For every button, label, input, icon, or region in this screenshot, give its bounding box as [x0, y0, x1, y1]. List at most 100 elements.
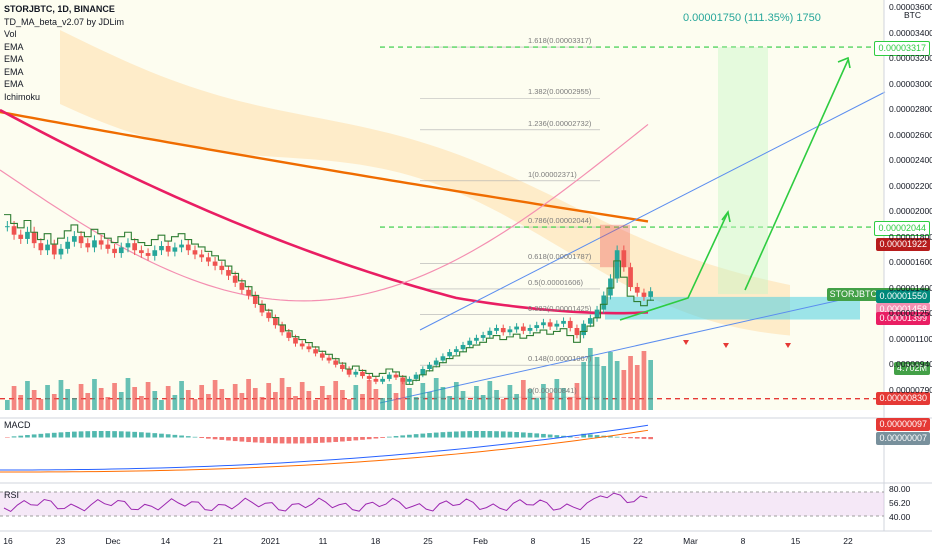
- support-zone: [605, 296, 860, 320]
- measure-label: 0.00001750 (111.35%) 1750: [683, 12, 821, 24]
- macd-histogram-bar: [239, 437, 245, 442]
- time-axis-label: 11: [318, 536, 328, 546]
- volume-bar: [72, 398, 77, 410]
- volume-bar: [601, 366, 607, 410]
- candle-body: [172, 247, 178, 252]
- price-axis-label: 0.00002600: [889, 129, 932, 140]
- price-axis-label: 0.00000940: [889, 359, 932, 369]
- legend-indicator[interactable]: Vol: [4, 29, 17, 39]
- rsi-band: [0, 492, 884, 516]
- macd-histogram-bar: [400, 435, 406, 438]
- candle-body: [500, 328, 506, 333]
- volume-bar: [346, 399, 352, 410]
- legend-indicator[interactable]: EMA: [4, 79, 24, 89]
- macd-histogram-bar: [527, 432, 533, 438]
- candle-body: [259, 303, 265, 313]
- legend-indicator[interactable]: EMA: [4, 54, 24, 64]
- volume-bar: [65, 389, 71, 410]
- volume-bar: [31, 390, 37, 410]
- volume-bar: [206, 394, 211, 410]
- macd-histogram-bar: [72, 431, 77, 438]
- macd-histogram-bar: [520, 432, 526, 438]
- candle-body: [527, 328, 533, 331]
- price-axis-label: 0.00001100: [889, 333, 932, 344]
- price-axis-label: 0.00000790: [889, 384, 932, 395]
- candle-body: [366, 376, 372, 379]
- candle-body: [199, 254, 205, 258]
- candle-body: [132, 243, 138, 251]
- volume-bar: [226, 398, 231, 410]
- candle-body: [326, 357, 332, 361]
- macd-histogram-bar: [246, 437, 251, 443]
- volume-bar: [98, 388, 104, 410]
- candle-body: [601, 295, 607, 310]
- volume-bar: [252, 388, 258, 410]
- macd-histogram-bar: [641, 437, 647, 439]
- candle-body: [420, 369, 426, 375]
- rsi-axis-label: 40.00: [889, 512, 911, 522]
- volume-bar: [18, 395, 24, 410]
- legend-indicator[interactable]: TD_MA_beta_v2.07 by JDLim: [4, 16, 125, 27]
- volume-bar: [413, 397, 419, 410]
- candle-body: [440, 356, 446, 361]
- candle-body: [614, 250, 620, 279]
- candle-body: [507, 329, 513, 333]
- fib-level-label: 1.382(0.00002955): [528, 87, 592, 97]
- td-step-line: [4, 214, 654, 385]
- candle-body: [51, 244, 57, 255]
- legend-indicator[interactable]: EMA: [4, 41, 24, 52]
- macd-histogram-bar: [386, 436, 392, 438]
- candle-body: [98, 240, 104, 245]
- candle-body: [38, 243, 44, 251]
- macd-histogram-bar: [326, 437, 332, 443]
- price-axis-label: 0.00001600: [889, 257, 932, 267]
- macd-histogram-bar: [279, 437, 285, 444]
- candle-body: [192, 250, 198, 255]
- arrow-head: [721, 210, 731, 223]
- macd-signal-line: [0, 429, 649, 473]
- price-axis-label: 0.00001400: [889, 282, 932, 293]
- rsi-line: [3, 492, 648, 513]
- price-axis-label: 0.00003000: [889, 78, 932, 89]
- volume-bar: [541, 384, 546, 410]
- volume-bar: [85, 393, 91, 410]
- candle-body: [313, 349, 318, 354]
- candle-body: [5, 226, 10, 228]
- price-tag: 0.00001550: [876, 290, 930, 304]
- trend-channel-lower: [379, 289, 886, 404]
- time-axis-label: 23: [55, 536, 66, 546]
- time-axis-label: 21: [213, 536, 223, 546]
- fib-level-label: 1.236(0.00002732): [528, 118, 592, 128]
- macd-histogram-bar: [427, 433, 432, 438]
- legend-indicator[interactable]: EMA: [4, 66, 24, 77]
- ema-100-line: [0, 108, 649, 315]
- candle-body: [634, 287, 640, 293]
- macd-histogram-bar: [185, 436, 191, 438]
- macd-histogram-bar: [594, 435, 600, 438]
- legend-indicator[interactable]: Ichimoku: [4, 91, 41, 102]
- price-tag: 4.702M: [893, 361, 930, 375]
- legend-symbol[interactable]: STORJBTC, 1D, BINANCE: [4, 4, 115, 14]
- macd-histogram-bar: [105, 431, 111, 438]
- macd-histogram-bar: [440, 432, 446, 438]
- candle-body: [594, 309, 600, 319]
- fib-level-label: 1.618(0.00003317): [528, 36, 592, 46]
- macd-histogram-bar: [18, 435, 24, 438]
- macd-histogram-bar: [319, 437, 325, 443]
- time-axis-label: 8: [740, 536, 746, 546]
- trend-channel-upper: [419, 91, 886, 331]
- volume-bar: [78, 384, 84, 410]
- volume-bar: [353, 385, 359, 410]
- candle-body: [480, 335, 486, 338]
- macd-pane-label[interactable]: MACD: [4, 420, 31, 430]
- volume-bar: [152, 391, 158, 410]
- candle-body: [279, 325, 285, 333]
- candle-body: [125, 243, 131, 248]
- macd-histogram-bar: [487, 431, 493, 438]
- rsi-pane-label[interactable]: RSI: [4, 490, 20, 500]
- candle-body: [581, 323, 586, 336]
- price-axis-label: 0.00002800: [889, 104, 932, 114]
- volume-bar: [634, 365, 640, 410]
- macd-histogram-bar: [621, 437, 627, 438]
